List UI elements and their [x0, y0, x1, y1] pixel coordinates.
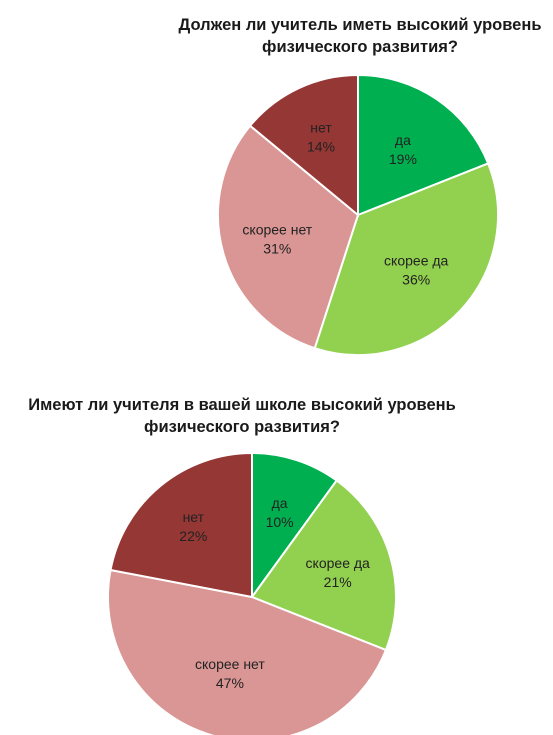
chart-2-title-line-1: Имеют ли учителя в вашей школе высокий у…: [28, 396, 456, 414]
chart-2-title: Имеют ли учителя в вашей школе высокий у…: [0, 394, 492, 438]
chart-2-slice-4-label: нет: [183, 509, 205, 525]
chart-2-slice-1: [251, 451, 339, 601]
chart-2-slice-3-label: скорее нет: [195, 656, 265, 672]
chart-2: Имеют ли учителя в вашей школе высокий у…: [0, 380, 553, 735]
chart-2-slice-1-percent: 10%: [266, 514, 294, 530]
chart-2-slice-4: [109, 451, 253, 599]
chart-1-title-line-1: Должен ли учитель иметь высокий уровень: [178, 16, 542, 34]
chart-1: Должен ли учитель иметь высокий уровень …: [0, 0, 553, 360]
chart-1-slice-2-label: скорее да: [384, 253, 448, 269]
chart-2-slice-3: [107, 568, 388, 735]
chart-2-slice-1-label: да: [272, 495, 288, 511]
chart-1-slice-3: [217, 124, 360, 350]
chart-1-slice-3-label: скорее нет: [242, 221, 312, 237]
chart-1-title: Должен ли учитель иметь высокий уровень …: [110, 14, 553, 58]
chart-1-slice-1-label: да: [395, 132, 411, 148]
chart-2-slice-4-percent: 22%: [179, 528, 207, 544]
chart-1-slice-4-label: нет: [310, 120, 332, 136]
chart-1-slice-4: [248, 73, 359, 218]
chart-1-pie: да 19% скорее да 36% скорее нет 31% нет 14%: [217, 73, 499, 356]
chart-1-slice-1-percent: 19%: [389, 151, 417, 167]
chart-2-slice-2-percent: 21%: [324, 574, 352, 590]
chart-2-slice-2-label: скорее да: [306, 555, 370, 571]
chart-1-slice-1: [357, 73, 490, 217]
chart-2-slice-3-percent: 47%: [216, 675, 244, 691]
chart-1-slice-3-percent: 31%: [263, 240, 291, 256]
chart-1-slice-2-percent: 36%: [402, 272, 430, 288]
chart-2-slice-2: [250, 479, 397, 652]
chart-2-title-line-2: физического развития?: [144, 418, 340, 436]
chart-1-slice-4-percent: 14%: [307, 139, 335, 155]
chart-1-title-line-2: физического развития?: [262, 38, 458, 56]
chart-1-slice-2: [313, 162, 499, 356]
chart-2-pie: да 10% скорее да 21% скорее нет 47% нет 22%: [107, 451, 397, 735]
